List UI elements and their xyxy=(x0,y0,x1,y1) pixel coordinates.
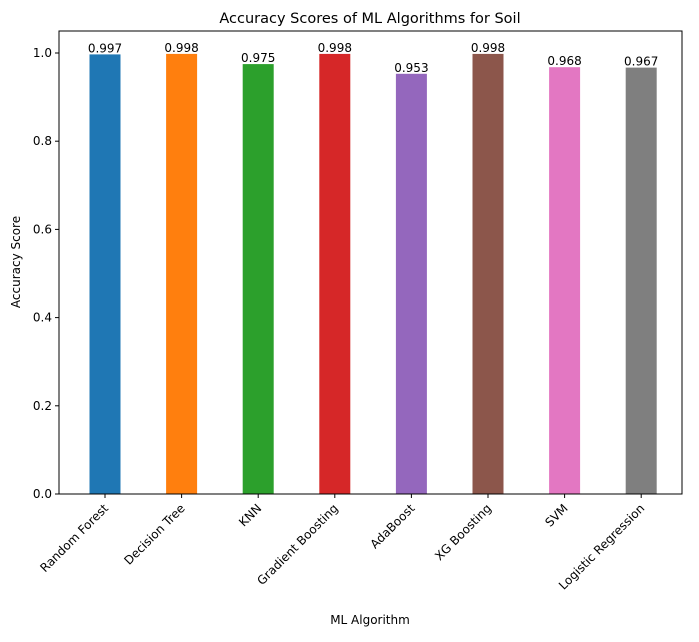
x-tick-label: Gradient Boosting xyxy=(254,501,341,588)
bar-svm xyxy=(549,67,581,494)
bars-layer xyxy=(89,53,657,495)
data-label: 0.998 xyxy=(164,41,198,55)
y-tick-label: 1.0 xyxy=(33,46,52,60)
y-tick-label: 0.4 xyxy=(33,311,52,325)
x-tick-label: KNN xyxy=(236,501,264,529)
bar-xg-boosting xyxy=(472,53,504,495)
y-tick-label: 0.8 xyxy=(33,134,52,148)
y-axis: 0.0 0.2 0.4 0.6 0.8 1.0 xyxy=(33,46,59,501)
x-tick-label: AdaBoost xyxy=(367,501,417,551)
data-label: 0.998 xyxy=(318,41,352,55)
data-labels-layer: 0.997 0.998 0.975 0.998 0.953 0.998 0.968 0.967 xyxy=(88,41,659,75)
bar-adaboost xyxy=(395,73,427,495)
data-label: 0.975 xyxy=(241,51,275,65)
x-axis-label: ML Algorithm xyxy=(330,613,410,627)
bar-logistic-regression xyxy=(625,67,657,494)
bar-random-forest xyxy=(89,54,121,495)
x-tick-label: SVM xyxy=(542,501,570,529)
x-tick-label: Decision Tree xyxy=(121,501,187,567)
x-tick-label: XG Boosting xyxy=(432,501,494,563)
bar-knn xyxy=(242,64,274,494)
data-label: 0.968 xyxy=(547,54,581,68)
x-tick-label: Random Forest xyxy=(37,501,111,575)
data-label: 0.967 xyxy=(624,55,658,69)
data-label: 0.953 xyxy=(394,61,428,75)
plot-frame xyxy=(58,30,683,495)
bar-gradient-boosting xyxy=(319,53,351,495)
y-tick-label: 0.2 xyxy=(33,399,52,413)
y-tick-label: 0.0 xyxy=(33,487,52,501)
data-label: 0.998 xyxy=(471,41,505,55)
y-tick-label: 0.6 xyxy=(33,222,52,236)
y-axis-label: Accuracy Score xyxy=(9,216,23,308)
bar-decision-tree xyxy=(166,53,198,495)
x-tick-label: Logistic Regression xyxy=(556,501,647,592)
chart-title: Accuracy Scores of ML Algorithms for Soi… xyxy=(219,11,520,27)
data-label: 0.997 xyxy=(88,41,122,55)
